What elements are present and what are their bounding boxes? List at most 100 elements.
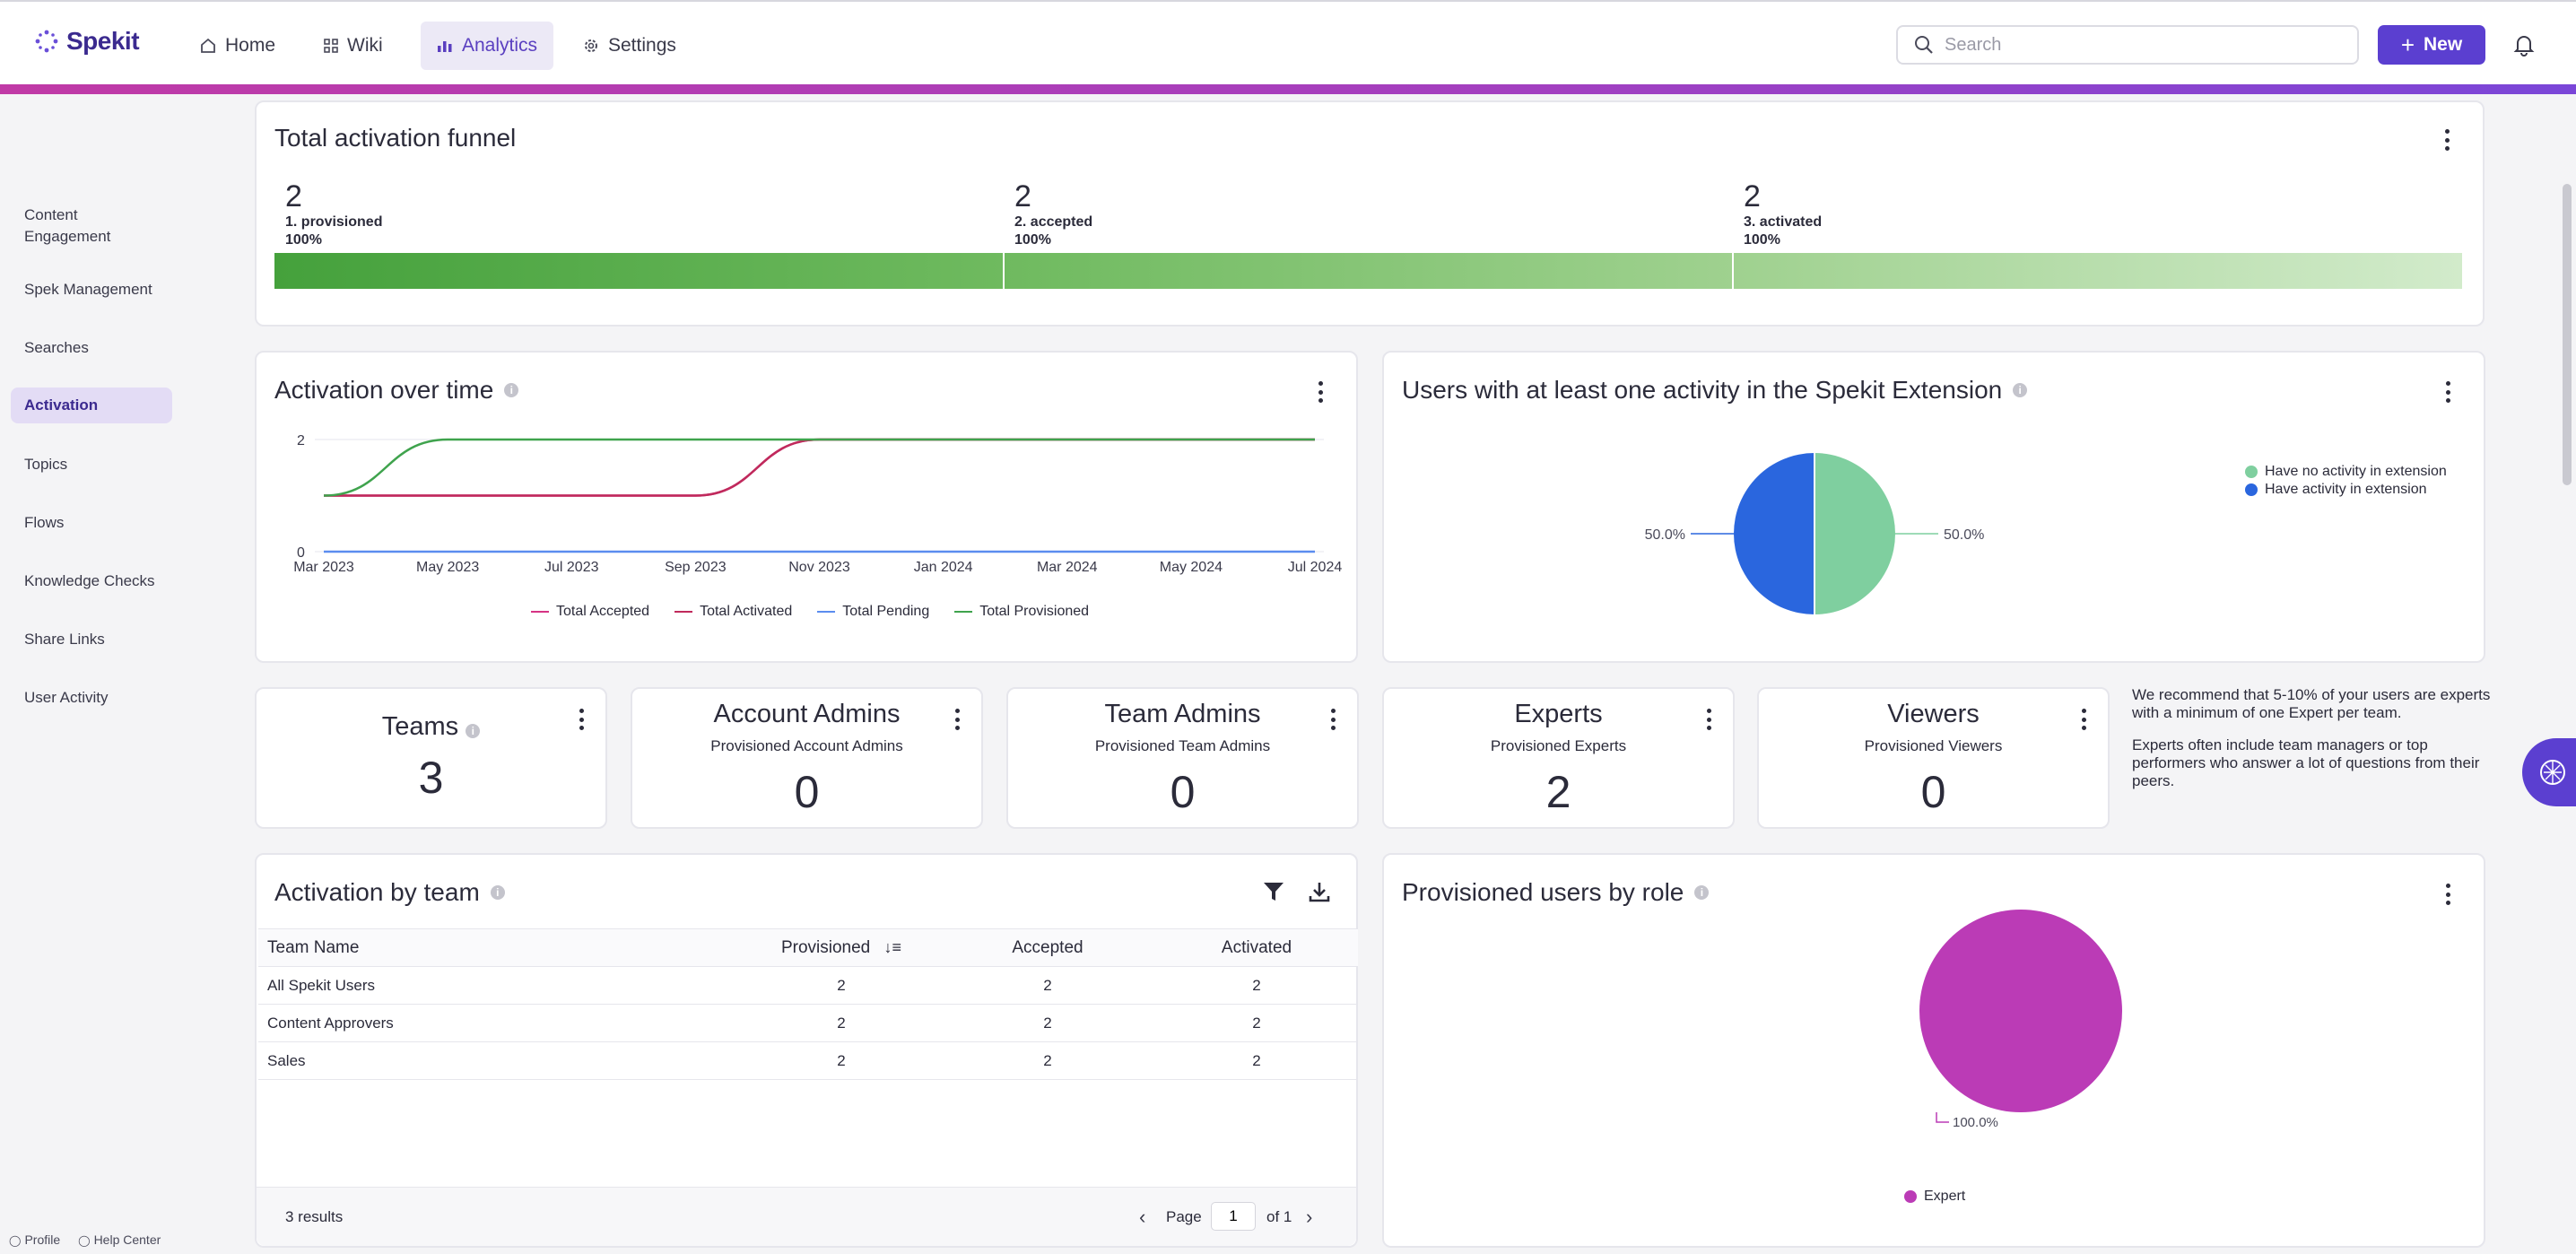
team-admins-card: Team Admins Provisioned Team Admins 0 bbox=[1006, 687, 1359, 829]
table-row[interactable]: All Spekit Users 2 2 2 bbox=[258, 966, 1358, 1005]
info-icon[interactable]: i bbox=[1694, 885, 1710, 900]
sidebar-item-knowledge-checks[interactable]: Knowledge Checks bbox=[24, 572, 155, 589]
legend-item-activity[interactable]: Have activity in extension bbox=[2245, 482, 2447, 498]
col-activated[interactable]: Activated bbox=[1155, 928, 1358, 967]
legend-item-provisioned[interactable]: Total Provisioned bbox=[954, 604, 1089, 620]
search-box[interactable] bbox=[1896, 25, 2359, 65]
legend-item-activated[interactable]: Total Activated bbox=[674, 604, 792, 620]
sidebar-item-content-engagement[interactable]: Content Engagement bbox=[24, 206, 111, 245]
nav-home-label: Home bbox=[225, 35, 276, 56]
sidebar-item-flows[interactable]: Flows bbox=[24, 514, 65, 531]
team-admins-menu-icon[interactable] bbox=[1328, 709, 1337, 730]
funnel-title: Total activation funnel bbox=[274, 124, 517, 152]
legend-item-expert[interactable]: Expert bbox=[1904, 1189, 1965, 1205]
x-tick-label: Sep 2023 bbox=[665, 560, 727, 575]
x-tick-label: Nov 2023 bbox=[788, 560, 850, 575]
legend-item-pending[interactable]: Total Pending bbox=[817, 604, 929, 620]
col-provisioned[interactable]: Provisioned ↓≡ bbox=[743, 928, 940, 967]
legend-swatch bbox=[817, 611, 836, 613]
info-icon[interactable]: i bbox=[2013, 383, 2028, 397]
page-scrollbar[interactable] bbox=[2558, 94, 2576, 1254]
sidebar-item-share-links[interactable]: Share Links bbox=[24, 631, 105, 648]
nav-home[interactable]: Home bbox=[184, 22, 292, 70]
sort-descending-icon[interactable]: ↓≡ bbox=[883, 937, 902, 956]
viewers-menu-icon[interactable] bbox=[2079, 709, 2088, 730]
activation-over-time-card: Activation over time i 0 2 Mar 2023 May 202… bbox=[255, 351, 1358, 663]
page-number-input[interactable] bbox=[1211, 1202, 1256, 1231]
cell-activated: 2 bbox=[1155, 966, 1358, 1005]
account-admins-menu-icon[interactable] bbox=[953, 709, 962, 730]
sidebar-item-topics[interactable]: Topics bbox=[24, 456, 68, 473]
filter-icon[interactable] bbox=[1262, 881, 1285, 902]
x-tick-label: Jul 2023 bbox=[544, 560, 599, 575]
sidebar-item-activation[interactable]: Activation bbox=[11, 388, 172, 423]
teams-menu-icon[interactable] bbox=[577, 709, 586, 730]
experts-menu-icon[interactable] bbox=[1704, 709, 1713, 730]
activation-by-team-table: Team Name Provisioned ↓≡ Accepted Activa… bbox=[258, 928, 1358, 1080]
recommendation-text-1: We recommend that 5-10% of your users ar… bbox=[2132, 686, 2491, 721]
page-label: Page bbox=[1166, 1208, 1202, 1225]
legend-label: Have no activity in extension bbox=[2265, 464, 2447, 479]
profile-link[interactable]: ◯ Profile bbox=[9, 1232, 60, 1247]
cell-accepted: 2 bbox=[940, 1041, 1155, 1080]
gear-icon bbox=[585, 39, 597, 52]
new-button[interactable]: + New bbox=[2378, 25, 2485, 65]
legend-item-no-activity[interactable]: Have no activity in extension bbox=[2245, 464, 2447, 480]
cell-provisioned: 2 bbox=[743, 1041, 940, 1080]
sidebar-item-spek-management[interactable]: Spek Management bbox=[24, 281, 152, 298]
sidebar-item-user-activity[interactable]: User Activity bbox=[24, 689, 109, 706]
teams-title-row: Teams i bbox=[257, 712, 605, 742]
funnel-stage-provisioned: 2 1. provisioned 100% bbox=[285, 179, 382, 249]
series-line-total-accepted bbox=[324, 438, 1315, 497]
extension-pie-chart: 50.0% 50.0% bbox=[1645, 453, 1984, 614]
help-center-link[interactable]: ◯ Help Center bbox=[78, 1232, 161, 1247]
info-icon[interactable]: i bbox=[504, 383, 519, 397]
legend-item-accepted[interactable]: Total Accepted bbox=[531, 604, 649, 620]
nav-settings[interactable]: Settings bbox=[567, 22, 692, 70]
nav-analytics[interactable]: Analytics bbox=[421, 22, 554, 70]
spekit-widget-button[interactable] bbox=[2522, 738, 2576, 806]
team-admins-value: 0 bbox=[1170, 767, 1196, 817]
funnel-stage-pct: 100% bbox=[1014, 232, 1051, 248]
nav-settings-label: Settings bbox=[608, 35, 676, 56]
x-tick-label: Mar 2023 bbox=[293, 560, 354, 575]
funnel-stage-pct: 100% bbox=[285, 232, 322, 248]
extension-activity-card: Users with at least one activity in the … bbox=[1382, 351, 2485, 663]
activation-over-time-menu-icon[interactable] bbox=[1316, 381, 1325, 403]
experts-title: Experts bbox=[1514, 700, 1603, 728]
scrollbar-thumb[interactable] bbox=[2563, 184, 2572, 485]
funnel-stage-value: 2 bbox=[1744, 179, 1761, 213]
prev-page-icon[interactable]: ‹ bbox=[1139, 1206, 1146, 1228]
table-row[interactable]: Sales 2 2 2 bbox=[258, 1041, 1358, 1080]
download-icon[interactable] bbox=[1308, 880, 1331, 903]
funnel-stage-label: 3. activated bbox=[1744, 214, 1823, 230]
info-icon[interactable]: i bbox=[490, 885, 505, 900]
bell-icon[interactable] bbox=[2511, 32, 2537, 57]
legend-swatch bbox=[531, 611, 549, 613]
extension-activity-menu-icon[interactable] bbox=[2443, 381, 2452, 403]
spekit-logo[interactable]: Spekit bbox=[34, 27, 140, 56]
results-count: 3 results bbox=[285, 1208, 344, 1225]
legend-label: Total Activated bbox=[700, 604, 793, 619]
table-footer: 3 results ‹ Page of 1 › bbox=[257, 1187, 1356, 1246]
activation-by-team-title: Activation by team bbox=[274, 878, 480, 906]
search-input[interactable] bbox=[1945, 34, 2321, 56]
pie-label-expert: 100.0% bbox=[1953, 1115, 1998, 1130]
legend-label: Total Accepted bbox=[556, 604, 650, 619]
provisioned-by-role-menu-icon[interactable] bbox=[2443, 884, 2452, 905]
sidebar-item-searches[interactable]: Searches bbox=[24, 339, 89, 356]
activation-legend: Total Accepted Total Activated Total Pen… bbox=[531, 604, 1089, 620]
col-team-name[interactable]: Team Name bbox=[258, 928, 743, 967]
next-page-icon[interactable]: › bbox=[1306, 1206, 1313, 1228]
legend-dot bbox=[2245, 466, 2258, 478]
col-accepted[interactable]: Accepted bbox=[940, 928, 1155, 967]
funnel-menu-icon[interactable] bbox=[2442, 129, 2451, 151]
logo-text: Spekit bbox=[66, 27, 140, 55]
sidebar: Content Engagement Spek Management Searc… bbox=[0, 94, 183, 1254]
recommendation-text-2: Experts often include team managers or t… bbox=[2132, 736, 2480, 789]
nav-wiki[interactable]: Wiki bbox=[308, 22, 399, 70]
spekit-logo-icon bbox=[35, 30, 58, 53]
table-row[interactable]: Content Approvers 2 2 2 bbox=[258, 1004, 1358, 1042]
info-icon[interactable]: i bbox=[466, 724, 481, 738]
user-icon: ◯ bbox=[9, 1234, 22, 1247]
